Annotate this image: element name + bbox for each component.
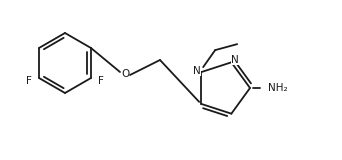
Text: F: F	[98, 76, 104, 86]
Text: N: N	[193, 66, 201, 76]
Text: NH₂: NH₂	[268, 83, 288, 93]
Text: N: N	[232, 55, 239, 65]
Text: O: O	[121, 69, 129, 79]
Text: F: F	[26, 76, 32, 86]
